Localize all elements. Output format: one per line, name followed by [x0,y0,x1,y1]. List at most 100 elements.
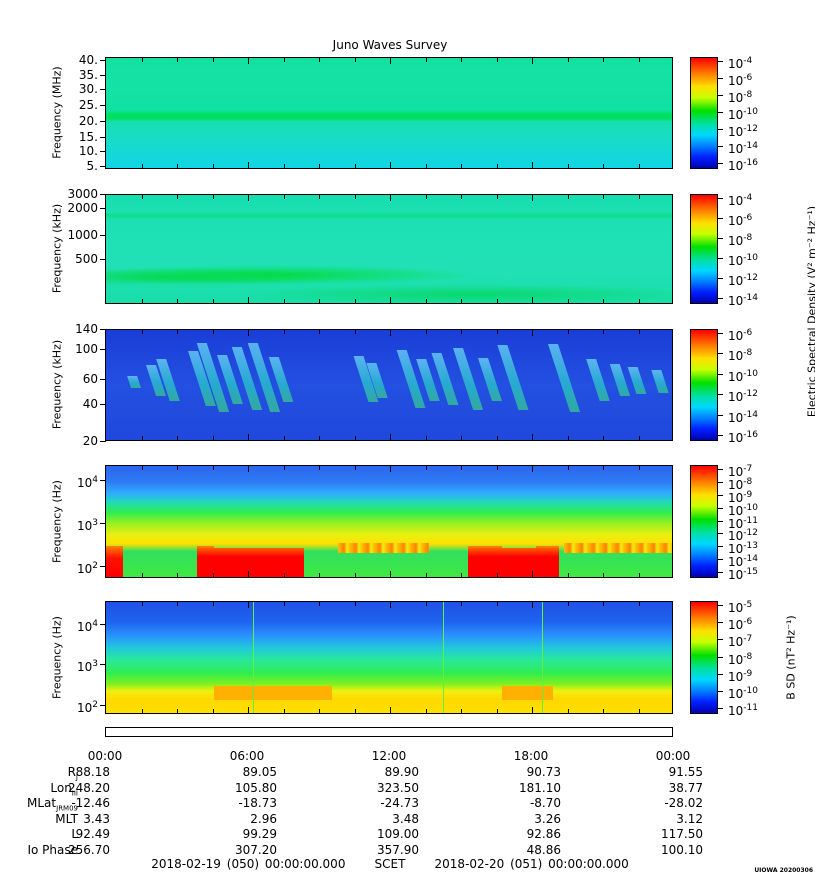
ephemeris-value: 3.26 [534,811,561,826]
x-tick-mark [212,195,214,199]
emission-streak [126,376,141,388]
x-tick-mark [248,330,249,336]
x-tick-mark [496,466,498,470]
ephemeris-label: LonIII [50,780,78,797]
y-tick-mark [100,704,106,706]
x-tick-mark [425,164,427,168]
colorbar-tick-mark [718,546,723,548]
x-tick-mark [283,709,285,713]
y-tick-label: 103 [76,659,98,675]
x-tick-mark [461,573,462,577]
ephemeris-value: 100.10 [661,842,703,857]
x-tick-mark [390,330,391,336]
x-tick-mark [248,571,249,577]
x-tick-mark [638,58,640,62]
ephemeris-value: -24.73 [380,796,419,810]
time-tick-label: 12:00 [371,749,407,763]
colorbar-tick-mark [718,278,723,279]
time-tick-label: 00:00 [655,749,691,763]
colorbar-tick-mark [718,622,723,624]
x-tick-mark [496,436,498,440]
x-tick-mark [567,299,569,303]
colorbar-4 [690,465,718,578]
x-tick-mark [532,602,533,608]
chart-title: Juno Waves Survey [332,38,448,52]
x-tick-mark [390,162,391,168]
colorbar-tick-mark [718,353,723,355]
x-tick-mark [461,466,462,470]
colorbar-tick-mark [718,690,723,692]
colorbar-tick-label: 10-10 [728,368,758,384]
colorbar-tick-mark [718,533,723,535]
x-tick-mark [532,571,533,577]
x-tick-mark [603,436,604,440]
x-tick-mark [354,195,356,199]
ephemeris-value: 117.50 [661,827,703,841]
colorbar-tick-mark [718,414,723,416]
high-intensity-region [196,548,305,577]
x-tick-mark [425,436,427,440]
colorbar-tick-mark [718,494,723,496]
y-tick-mark [100,623,106,625]
colorbar-tick-label: 10-16 [728,158,758,173]
colorbar-1 [690,57,718,169]
y-tick-mark [100,120,106,122]
x-tick-mark [496,709,498,713]
emission-streak [627,367,647,395]
emission-streak [547,344,580,412]
ephemeris-value: 48.86 [526,842,561,857]
colorbar-tick-label: 10-14 [728,554,758,570]
colorbar-tick-label: 10-8 [728,233,753,248]
x-tick-mark [567,164,569,168]
y-tick-mark [100,234,106,236]
ephemeris-value: 89.05 [242,765,277,779]
x-tick-mark [212,573,214,577]
ephemeris-label: Io Phase [27,842,78,857]
x-tick-mark [354,466,356,470]
x-tick-mark [496,195,498,199]
x-tick-mark [177,195,178,199]
y-tick-label: 60 [82,372,98,387]
x-tick-mark [248,602,249,608]
y-tick-label: 15. [78,129,98,144]
x-tick-mark [283,164,285,168]
x-tick-mark [177,573,178,577]
x-tick-mark [567,195,569,199]
x-tick-mark [319,58,320,62]
ephemeris-value: -8.70 [529,796,561,810]
colorbar-tick-label: 10-9 [728,668,753,684]
ephemeris-value: 248.20 [68,780,110,795]
spectrogram-image [106,330,672,440]
ephemeris-label: MLatJRM09 [27,796,78,813]
ephemeris-value: 92.86 [526,827,561,841]
colorbar-tick-label: 10-16 [728,430,758,445]
x-tick-mark [177,466,178,470]
x-tick-mark [212,330,214,334]
x-tick-mark [141,164,143,168]
y-tick-mark [100,329,106,330]
x-tick-mark [248,162,249,168]
colorbar-tick-mark [718,112,723,113]
x-tick-mark [354,299,356,303]
y-tick-mark [100,74,106,76]
y-tick-mark [100,60,106,62]
y-tick-label: 20 [82,434,98,448]
emission-line [442,602,444,713]
x-tick-mark [567,58,569,62]
colorbar-tick-label: 10-10 [728,685,758,701]
y-tick-label: 30. [78,82,98,97]
dotted-band [564,542,672,553]
y-tick-label: 102 [76,699,98,715]
x-tick-mark [638,299,640,303]
bfield-colorbar-label: B SD (nT² Hz⁻¹) [784,615,798,700]
x-tick-mark [177,58,178,62]
x-tick-mark [425,195,427,199]
x-tick-mark [638,466,640,470]
x-tick-mark [567,602,569,606]
x-tick-mark [425,709,427,713]
x-tick-mark [425,573,427,577]
x-tick-mark [319,436,320,440]
x-tick-mark [425,299,427,303]
x-tick-mark [532,466,533,472]
x-tick-mark [177,602,178,606]
